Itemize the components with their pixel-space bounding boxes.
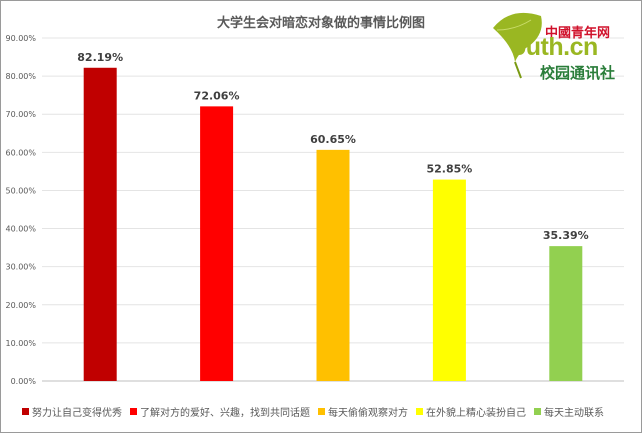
ginkgo-leaf-icon: [493, 12, 542, 79]
legend-swatch: [130, 407, 137, 415]
bar-data-label: 52.85%: [426, 163, 472, 176]
legend-label: 了解对方的爱好、兴趣，找到共同话题: [140, 407, 310, 419]
legend-item: 每天偷偷观察对方: [318, 404, 408, 419]
y-tick-label: 0.00%: [11, 377, 37, 386]
y-tick-label: 80.00%: [5, 72, 36, 81]
legend-swatch: [22, 407, 29, 415]
logo-main-text: outh.cn: [511, 33, 598, 61]
bar-data-label: 60.65%: [310, 133, 356, 146]
legend-label: 在外貌上精心装扮自己: [426, 407, 526, 419]
y-tick-label: 20.00%: [5, 301, 36, 310]
y-tick-label: 10.00%: [5, 339, 36, 348]
legend-item: 了解对方的爱好、兴趣，找到共同话题: [130, 404, 310, 419]
youth-cn-logo: 中國青年网 outh.cn 校园通讯社: [485, 6, 635, 82]
legend-item: 每天主动联系: [534, 404, 604, 419]
legend-label: 每天偷偷观察对方: [328, 407, 408, 419]
logo-sub-text: 校园通讯社: [540, 64, 616, 82]
bar: [432, 179, 466, 381]
legend-item: 在外貌上精心装扮自己: [416, 404, 526, 419]
bar: [83, 67, 117, 382]
y-tick-label: 90.00%: [5, 34, 36, 43]
logo-top-text: 中國青年网: [545, 26, 611, 41]
y-tick-label: 70.00%: [5, 110, 36, 119]
y-tick-label: 50.00%: [5, 186, 36, 195]
legend-swatch: [318, 407, 325, 415]
legend-swatch: [416, 407, 423, 415]
legend-label: 努力让自己变得优秀: [32, 407, 122, 419]
bar: [316, 149, 350, 381]
chart-legend: 努力让自己变得优秀 了解对方的爱好、兴趣，找到共同话题 每天偷偷观察对方 在外貌上精心…: [22, 402, 632, 420]
y-tick-label: 60.00%: [5, 148, 36, 157]
bar-data-label: 82.19%: [77, 51, 123, 64]
bar-data-label: 72.06%: [194, 89, 240, 102]
y-tick-label: 30.00%: [5, 263, 36, 272]
chart-title: 大学生会对暗恋对象做的事情比例图: [216, 16, 425, 31]
bar-data-label: 35.39%: [543, 229, 589, 242]
y-tick-label: 40.00%: [5, 225, 36, 234]
bar: [200, 106, 234, 381]
legend-label: 每天主动联系: [544, 407, 604, 419]
legend-item: 努力让自己变得优秀: [22, 404, 122, 419]
legend-swatch: [534, 407, 541, 415]
bar: [549, 246, 583, 381]
